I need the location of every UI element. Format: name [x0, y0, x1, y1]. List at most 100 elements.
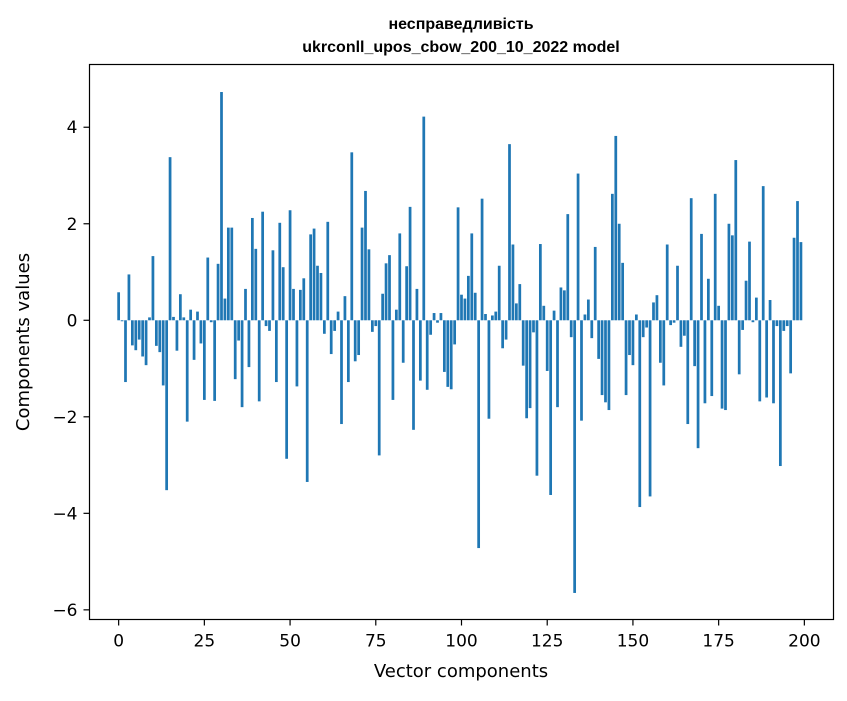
bar-80 [391, 320, 395, 400]
bars-group [117, 92, 803, 593]
bar-124 [542, 305, 546, 321]
bar-196 [789, 320, 793, 374]
bar-103 [470, 233, 474, 321]
bar-101 [463, 298, 467, 321]
bar-192 [775, 320, 779, 327]
bar-157 [655, 295, 659, 321]
bar-199 [799, 242, 803, 321]
bar-0 [117, 292, 121, 321]
bar-136 [583, 314, 587, 321]
x-tick-label: 100 [445, 632, 477, 652]
bar-152 [638, 320, 642, 508]
bar-128 [556, 320, 559, 408]
bar-114 [508, 144, 511, 321]
bar-125 [545, 320, 549, 371]
bar-25 [202, 320, 206, 400]
bar-173 [710, 320, 714, 397]
bar-122 [535, 320, 539, 476]
bar-56 [309, 234, 313, 321]
chart-title: несправедливість [388, 16, 533, 33]
y-tick-label: 2 [67, 215, 78, 235]
bar-164 [679, 320, 683, 347]
bar-153 [641, 320, 645, 338]
bar-52 [295, 320, 299, 387]
y-tick-label: −2 [52, 408, 77, 428]
bar-14 [165, 320, 169, 491]
bar-59 [319, 272, 323, 321]
bar-110 [494, 311, 498, 321]
bar-160 [665, 244, 669, 321]
bar-61 [326, 221, 330, 321]
bar-66 [343, 296, 347, 321]
bar-120 [528, 320, 532, 409]
bar-168 [693, 320, 697, 367]
bar-47 [278, 222, 282, 321]
bar-176 [720, 320, 724, 409]
bar-175 [717, 305, 721, 321]
bar-145 [614, 135, 618, 321]
bar-53 [298, 289, 302, 321]
bar-186 [754, 297, 758, 321]
bar-62 [329, 320, 333, 355]
x-tick-label: 0 [113, 632, 124, 652]
bar-43 [264, 320, 268, 327]
bar-165 [682, 320, 686, 336]
x-tick-label: 25 [194, 632, 216, 652]
bar-141 [600, 320, 604, 396]
bar-151 [634, 314, 638, 321]
x-tick-label: 125 [531, 632, 563, 652]
bar-185 [751, 320, 755, 323]
bar-21 [189, 309, 193, 321]
x-tick-label: 175 [702, 632, 734, 652]
bar-6 [137, 320, 141, 340]
bar-98 [453, 320, 457, 345]
bar-123 [538, 244, 542, 321]
plot-area-frame [88, 63, 835, 621]
bar-8 [144, 320, 148, 366]
bar-162 [672, 320, 676, 323]
bar-126 [549, 320, 553, 495]
bar-22 [192, 320, 196, 360]
bar-191 [772, 320, 775, 404]
bar-147 [621, 262, 625, 321]
bar-44 [268, 320, 271, 331]
bar-89 [422, 116, 426, 321]
bar-70 [357, 320, 361, 356]
bar-115 [511, 244, 515, 321]
y-axis-label: Components values [13, 253, 34, 431]
bar-34 [233, 320, 237, 380]
bar-31 [223, 298, 227, 321]
bar-184 [748, 241, 751, 321]
bar-11 [154, 320, 158, 346]
bar-107 [484, 314, 487, 321]
bar-178 [727, 223, 731, 321]
bar-57 [312, 228, 316, 321]
bar-77 [381, 293, 385, 321]
bar-150 [631, 320, 635, 366]
bar-188 [761, 186, 765, 321]
bar-97 [449, 320, 453, 390]
bar-135 [580, 320, 583, 421]
bar-156 [652, 302, 655, 321]
x-tick-label: 50 [279, 632, 301, 652]
bar-76 [377, 320, 381, 456]
bar-26 [206, 257, 210, 321]
bar-18 [178, 294, 182, 321]
bar-54 [302, 278, 306, 321]
bar-15 [168, 157, 172, 321]
bar-48 [281, 267, 285, 321]
bar-140 [597, 320, 601, 359]
x-axis-ticks: 0 25 50 75 100 125 150 175 200 [113, 619, 821, 652]
bar-32 [226, 227, 230, 321]
bar-117 [518, 284, 522, 321]
bar-190 [768, 300, 772, 321]
bar-100 [460, 294, 463, 321]
bar-155 [648, 320, 652, 497]
y-tick-label: 0 [67, 311, 78, 331]
bar-133 [573, 320, 577, 593]
bar-2 [124, 320, 127, 383]
bar-72 [364, 190, 367, 321]
bar-86 [412, 320, 415, 430]
bar-104 [473, 292, 477, 321]
